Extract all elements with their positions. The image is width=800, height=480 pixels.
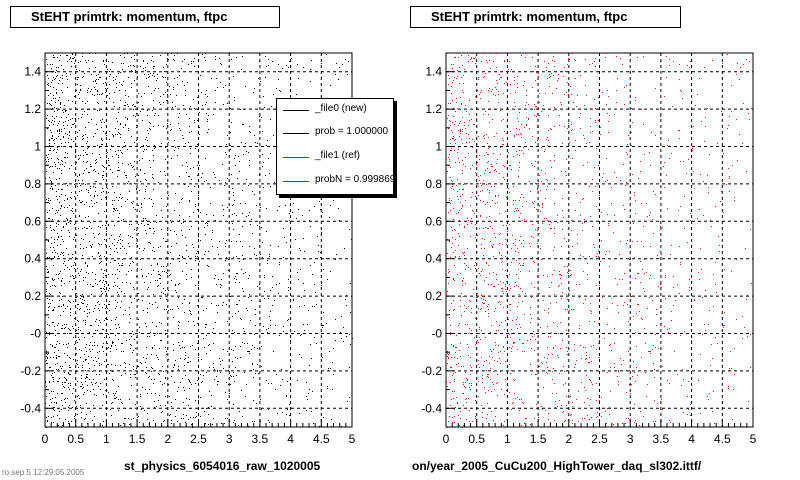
y-tick-label: 1 — [435, 140, 442, 154]
y-tick-label: 1 — [34, 140, 41, 154]
x-tick-label: 4.5 — [313, 432, 330, 446]
left-file-label: st_physics_6054016_raw_1020005 — [124, 459, 321, 473]
x-tick-label: 3.5 — [252, 432, 269, 446]
y-tick-label: 1.2 — [425, 102, 442, 116]
y-tick-label: 0.6 — [425, 214, 442, 228]
legend-entry-prob: prob = 1.000000 — [277, 125, 393, 139]
x-tick-label: 0 — [42, 432, 49, 446]
grid-lines — [446, 53, 753, 427]
x-tick-label: 2.5 — [190, 432, 207, 446]
y-tick-label: 0.8 — [425, 177, 442, 191]
y-tick-label: 1.4 — [24, 65, 41, 79]
x-tick-label: 4 — [287, 432, 294, 446]
x-tick-label: 5 — [349, 432, 356, 446]
y-tick-label: -0.4 — [421, 401, 442, 415]
right-file-label: on/year_2005_CuCu200_HighTower_daq_sl302… — [412, 459, 702, 473]
x-tick-label: 0.5 — [468, 432, 485, 446]
legend-line-prob — [283, 133, 309, 134]
legend-line-file0 — [283, 110, 309, 111]
y-tick-label: 0.4 — [425, 252, 442, 266]
y-tick-label: -0 — [431, 327, 442, 341]
x-tick-label: 3 — [226, 432, 233, 446]
y-tick-label: -0.2 — [421, 364, 442, 378]
right-plot-title-box: StEHT primtrk: momentum, ftpc — [410, 6, 681, 28]
y-tick-label: -0 — [30, 327, 41, 341]
y-tick-label: 1.4 — [425, 65, 442, 79]
legend-entry-file0: _file0 (new) — [277, 102, 393, 116]
footer-stub: ro sep 5 12:29:05 2005 — [2, 468, 85, 477]
left-plot-title-box: StEHT primtrk: momentum, ftpc — [10, 6, 280, 28]
legend-box: _file0 (new) prob = 1.000000 _file1 (ref… — [276, 98, 394, 195]
x-tick-label: 1.5 — [129, 432, 146, 446]
x-tick-label: 1.5 — [530, 432, 547, 446]
y-tick-label: 0.8 — [24, 177, 41, 191]
x-tick-label: 3.5 — [653, 432, 670, 446]
legend-entry-probn: probN = 0.999869 — [277, 173, 394, 187]
x-tick-label: 1 — [103, 432, 110, 446]
y-tick-label: 0.4 — [24, 252, 41, 266]
y-tick-label: 0.2 — [425, 289, 442, 303]
y-tick-label: 1.2 — [24, 102, 41, 116]
y-tick-label: -0.2 — [20, 364, 41, 378]
x-tick-label: 1 — [504, 432, 511, 446]
x-tick-label: 0 — [443, 432, 450, 446]
x-tick-label: 2 — [565, 432, 572, 446]
x-tick-label: 0.5 — [67, 432, 84, 446]
plot-panel-1: 0 0.5 1 1.5 2 2.5 3 3.5 4 4.5 5 -0.4 -0.2 -0 0.2 0.4 0.6… — [421, 52, 757, 446]
legend-line-file1 — [283, 157, 309, 158]
x-tick-label: 4.5 — [714, 432, 731, 446]
legend-text-file1: _file1 (ref) — [315, 150, 361, 161]
legend-text-file0: _file0 (new) — [315, 103, 367, 114]
left-plot-title: StEHT primtrk: momentum, ftpc — [31, 9, 228, 24]
legend-line-probn — [283, 181, 309, 182]
legend-entry-file1: _file1 (ref) — [277, 149, 393, 163]
x-tick-label: 2 — [164, 432, 171, 446]
legend-text-probn: probN = 0.999869 — [315, 174, 394, 185]
y-tick-label: 0.2 — [24, 289, 41, 303]
x-tick-label: 3 — [627, 432, 634, 446]
legend-text-prob: prob = 1.000000 — [315, 126, 389, 137]
x-tick-label: 2.5 — [591, 432, 608, 446]
x-tick-label: 4 — [688, 432, 695, 446]
x-tick-label: 5 — [750, 432, 757, 446]
y-tick-label: 0.6 — [24, 214, 41, 228]
y-tick-label: -0.4 — [20, 401, 41, 415]
right-plot-title: StEHT primtrk: momentum, ftpc — [431, 9, 628, 24]
